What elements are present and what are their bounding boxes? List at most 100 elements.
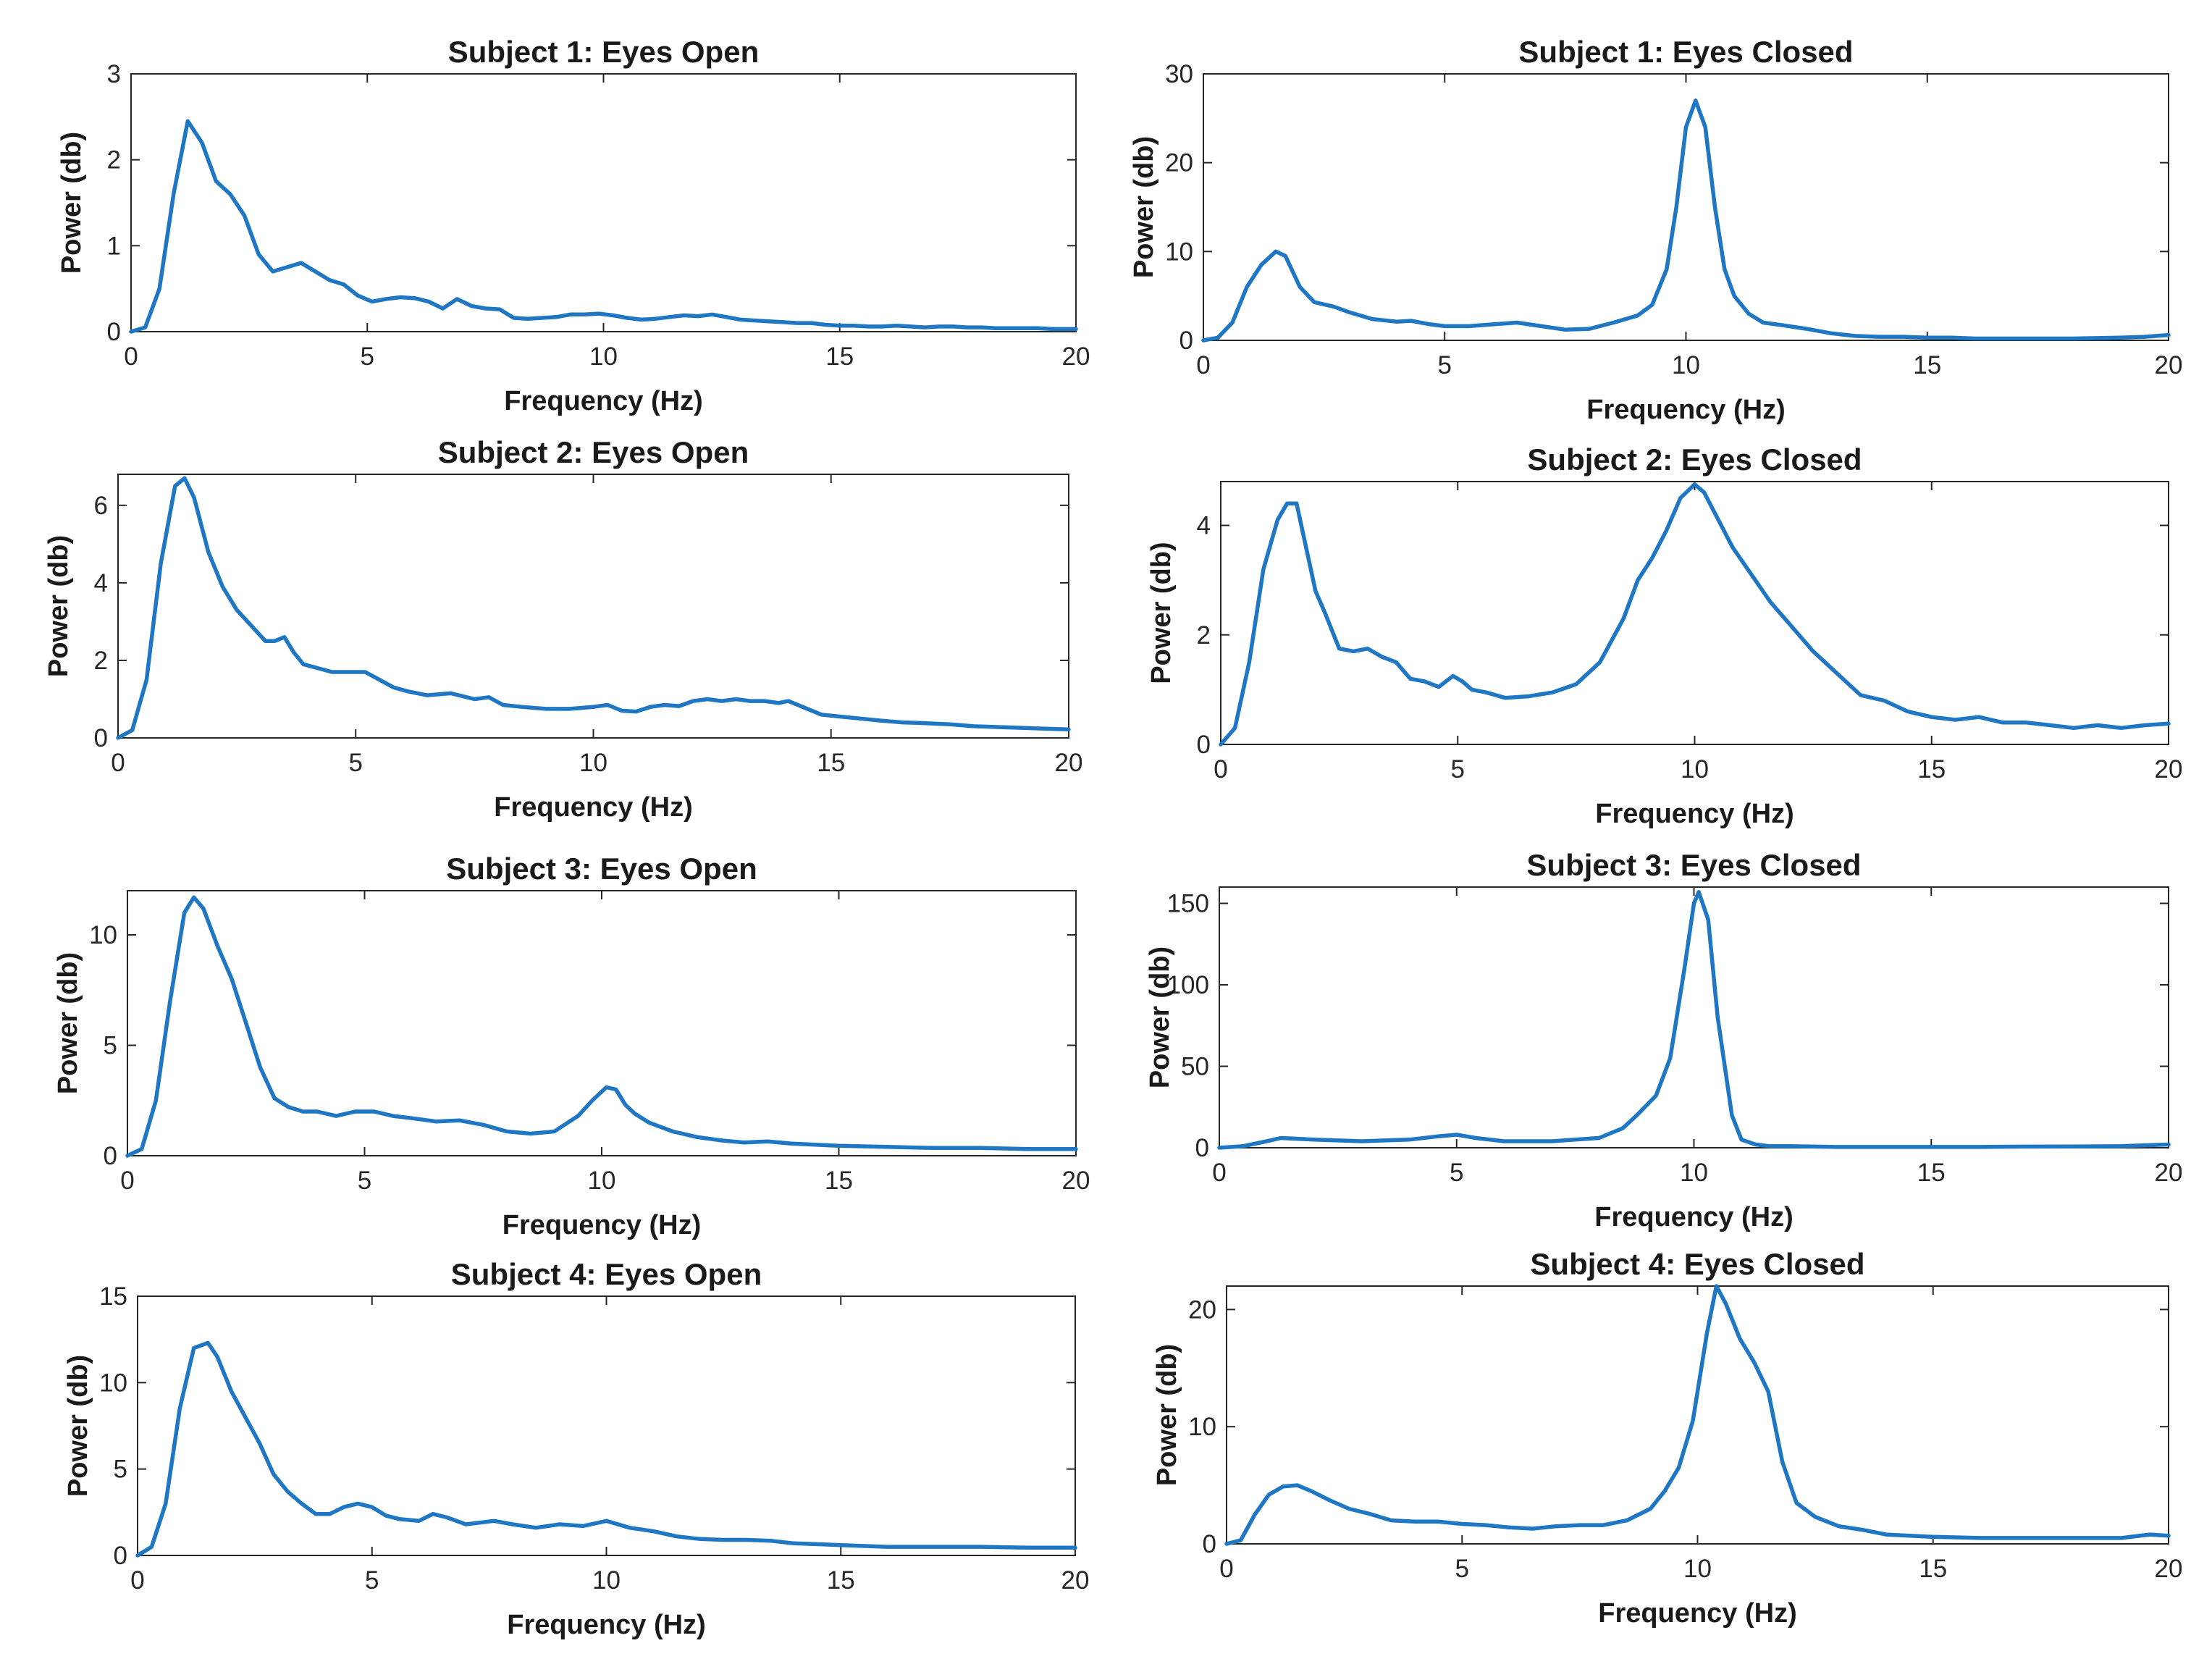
x-tick-label: 15 (827, 1566, 855, 1595)
x-tick-label: 5 (358, 1167, 371, 1195)
series-line (1201, 98, 2171, 343)
y-axis-label: Power (db) (56, 132, 87, 274)
y-tick-label: 150 (1167, 890, 1209, 918)
plot-4: 0 5 10 15 20 0 2 4 Subject 2: Eyes Closed Frequen… (1146, 442, 2182, 829)
x-tick-label: 5 (1438, 351, 1452, 379)
x-tick-label: 0 (1214, 755, 1227, 784)
y-tick-label: 4 (1197, 512, 1211, 540)
y-tick-label: 5 (104, 1032, 117, 1060)
y-tick-label: 0 (1203, 1530, 1216, 1558)
x-tick-label: 10 (1680, 1159, 1708, 1187)
x-tick-label: 15 (1913, 351, 1941, 379)
x-tick-label: 5 (1450, 1159, 1463, 1187)
x-tick-label: 15 (1917, 755, 1946, 784)
plot-5: 0 5 10 15 20 0 5 10 Subject 3: Eyes Open Frequenc… (53, 852, 1090, 1240)
x-tick-label: 10 (1672, 351, 1700, 379)
y-axis-label: Power (db) (1146, 542, 1177, 684)
y-tick-label: 2 (94, 647, 108, 675)
x-axis-label: Frequency (Hz) (1586, 395, 1785, 425)
x-axis-label: Frequency (Hz) (507, 1610, 705, 1640)
series-line (129, 119, 1078, 334)
x-tick-label: 15 (1917, 1159, 1946, 1187)
y-tick-label: 4 (94, 569, 108, 597)
y-tick-label: 10 (99, 1369, 127, 1397)
x-tick-label: 0 (120, 1167, 134, 1195)
y-axis-label: Power (db) (1152, 1344, 1182, 1486)
plot-title: Subject 4: Eyes Open (451, 1257, 762, 1291)
x-tick-label: 15 (825, 1167, 853, 1195)
axes-frame (117, 474, 1069, 739)
axes-frame (127, 890, 1077, 1156)
y-axis-label: Power (db) (43, 535, 74, 677)
y-axis-label: Power (db) (1129, 136, 1159, 278)
y-axis-label: Power (db) (53, 952, 83, 1094)
plot-title: Subject 2: Eyes Open (438, 435, 749, 469)
y-tick-label: 0 (104, 1142, 117, 1170)
y-tick-label: 0 (114, 1542, 127, 1570)
x-tick-label: 10 (588, 1167, 616, 1195)
y-tick-label: 100 (1167, 971, 1209, 999)
y-tick-label: 1 (107, 232, 121, 260)
series-line (1224, 1284, 2171, 1546)
axes-frame (1203, 73, 2169, 341)
plot-title: Subject 3: Eyes Open (446, 852, 757, 886)
x-tick-label: 15 (825, 343, 854, 371)
x-tick-label: 5 (361, 343, 374, 371)
x-tick-label: 5 (365, 1566, 379, 1595)
y-tick-label: 5 (114, 1456, 127, 1484)
y-tick-label: 6 (94, 492, 108, 520)
plot-title: Subject 4: Eyes Closed (1530, 1247, 1864, 1281)
x-tick-label: 0 (1196, 351, 1210, 379)
y-tick-label: 15 (99, 1282, 127, 1311)
plot-3: 0 5 10 15 20 0 2 4 6 Subject 2: Eyes Open Frequenc… (43, 435, 1082, 823)
axes-frame (130, 73, 1077, 332)
y-tick-label: 3 (107, 60, 121, 88)
x-tick-label: 20 (2155, 1159, 2183, 1187)
x-axis-label: Frequency (Hz) (494, 792, 692, 823)
y-tick-label: 10 (1188, 1413, 1216, 1441)
x-tick-label: 20 (1062, 343, 1090, 371)
x-axis-label: Frequency (Hz) (502, 1210, 701, 1240)
x-tick-label: 0 (130, 1566, 144, 1595)
x-tick-label: 0 (1219, 1555, 1233, 1583)
plot-8: 0 5 10 15 20 0 10 20 Subject 4: Eyes Closed Frequ… (1152, 1247, 2182, 1629)
x-tick-label: 0 (1212, 1159, 1226, 1187)
y-tick-label: 0 (1197, 731, 1211, 759)
series-line (125, 895, 1078, 1158)
x-tick-label: 5 (1451, 755, 1465, 784)
x-tick-label: 10 (1683, 1555, 1712, 1583)
y-tick-label: 50 (1181, 1053, 1209, 1081)
y-tick-label: 2 (1197, 621, 1211, 650)
y-tick-label: 30 (1165, 60, 1193, 88)
x-tick-label: 20 (1055, 749, 1083, 777)
y-tick-label: 0 (1195, 1134, 1209, 1162)
x-axis-label: Frequency (Hz) (1595, 799, 1793, 829)
series-line (116, 476, 1071, 740)
x-tick-label: 10 (579, 749, 607, 777)
axes-frame (1219, 886, 2169, 1148)
x-tick-label: 5 (1455, 1555, 1469, 1583)
x-tick-label: 5 (349, 749, 363, 777)
x-tick-label: 10 (592, 1566, 621, 1595)
x-axis-label: Frequency (Hz) (504, 386, 702, 416)
axes-frame (1220, 481, 2169, 745)
y-tick-label: 0 (107, 318, 121, 346)
series-line (135, 1340, 1077, 1558)
plot-title: Subject 3: Eyes Closed (1526, 848, 1861, 882)
x-tick-label: 15 (1919, 1555, 1947, 1583)
plot-title: Subject 2: Eyes Closed (1527, 442, 1862, 476)
x-tick-label: 0 (111, 749, 125, 777)
axes-frame (137, 1295, 1076, 1556)
axes-frame (1226, 1285, 2169, 1545)
y-tick-label: 20 (1188, 1295, 1216, 1324)
x-tick-label: 20 (1061, 1566, 1090, 1595)
y-tick-label: 0 (94, 724, 108, 752)
x-tick-label: 15 (817, 749, 845, 777)
y-axis-label: Power (db) (1145, 946, 1175, 1088)
y-tick-label: 2 (107, 146, 121, 175)
x-tick-label: 0 (124, 343, 138, 371)
plot-7: 0 5 10 15 20 0 5 10 15 Subject 4: Eyes Open Freque… (63, 1257, 1089, 1640)
y-tick-label: 0 (1179, 327, 1193, 355)
plot-title: Subject 1: Eyes Open (448, 35, 759, 69)
